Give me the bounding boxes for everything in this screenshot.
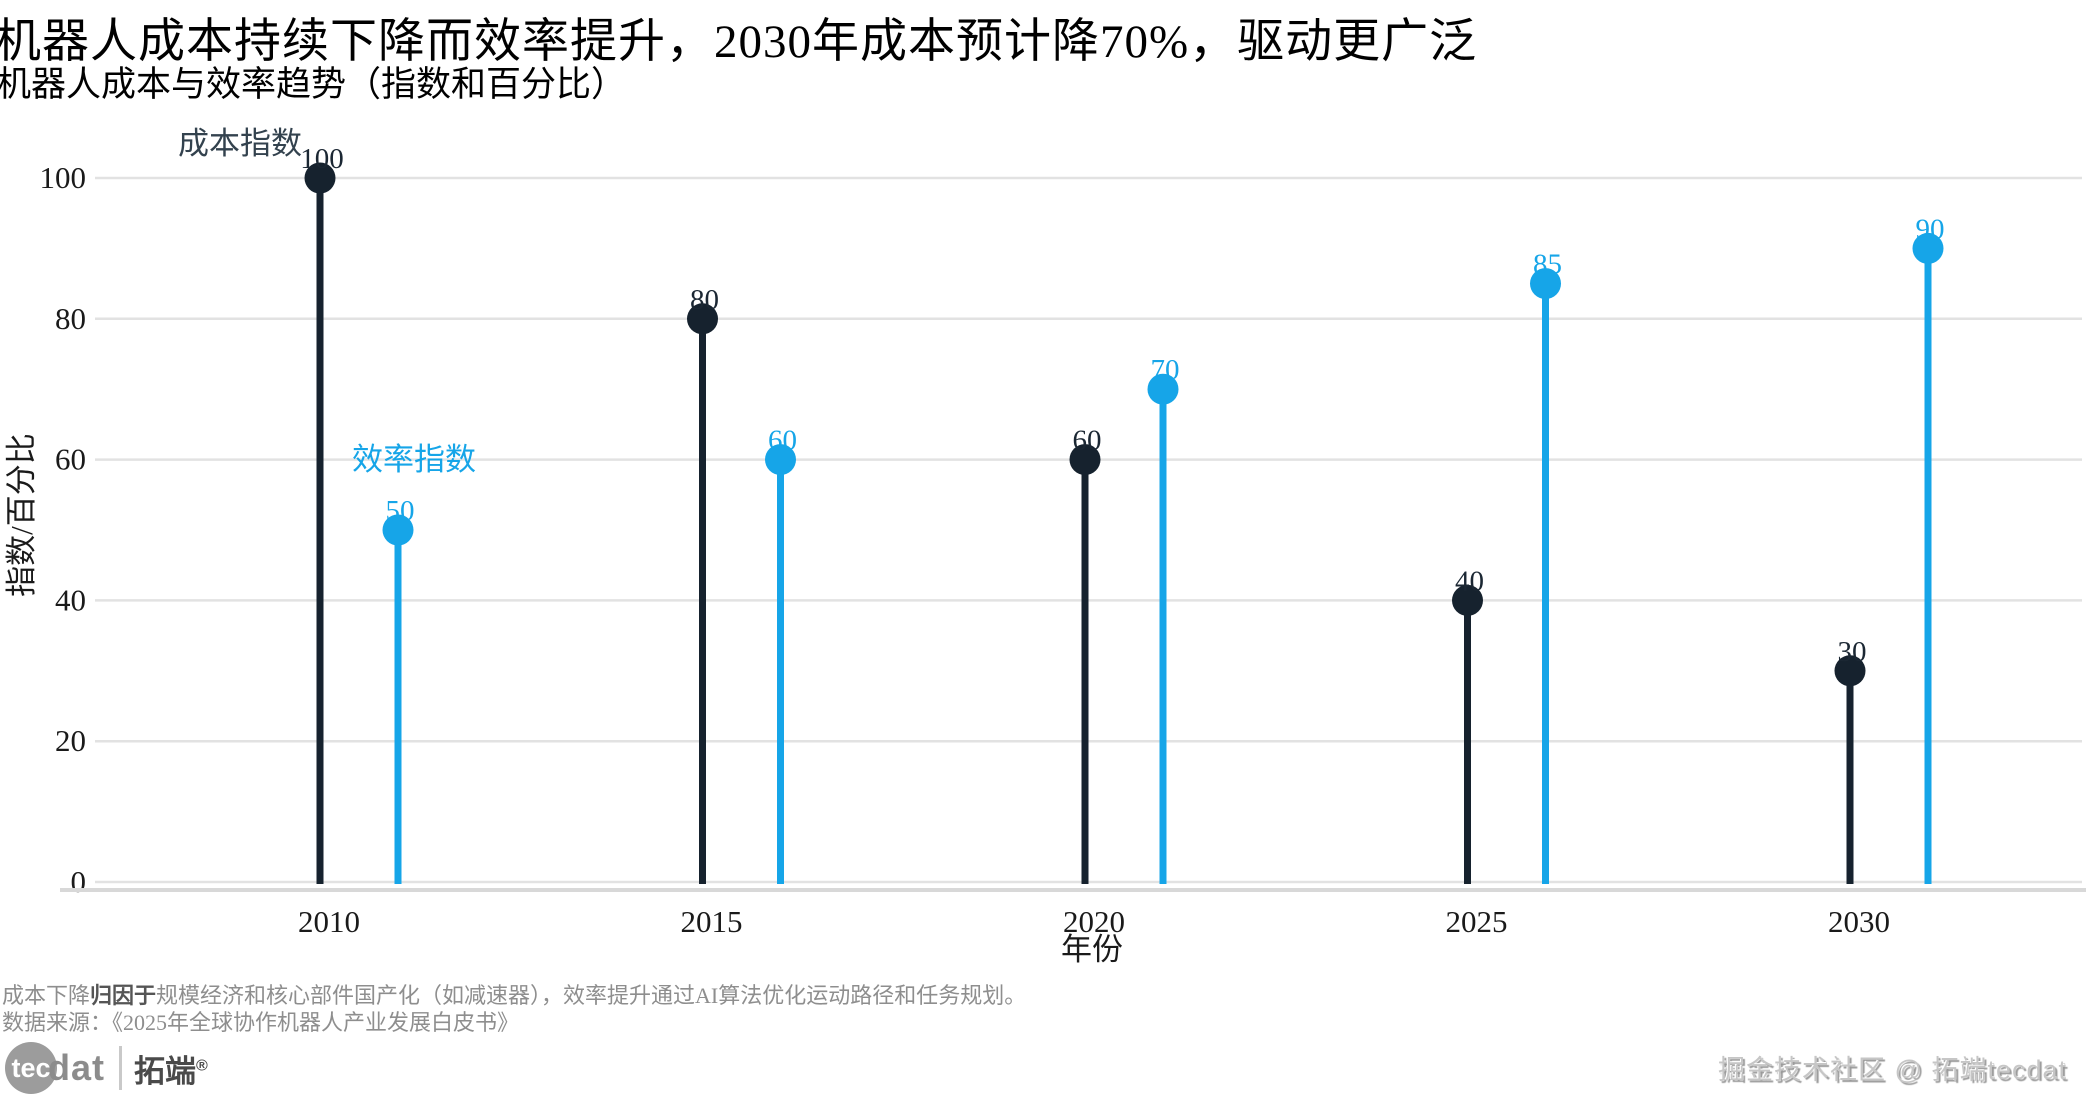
cost-value-label: 80 [690,284,719,316]
cost-dot [1069,444,1101,476]
y-tick-label: 20 [55,723,86,758]
data-source: 数据来源：《2025年全球协作机器人产业发展白皮书》 [2,1010,520,1035]
tecdat-logo-suffix: dat [48,1047,105,1088]
x-tick-label: 2025 [1446,904,1508,939]
efficiency-dot [1147,373,1179,405]
y-tick-label: 0 [71,864,87,899]
page-title: 机器人成本持续下降而效率提升，2030年成本预计降70%，驱动更广泛 [0,16,1478,68]
footnote-prefix: 成本下降 [2,983,91,1008]
efficiency-value-label: 50 [386,495,415,527]
y-tick-label: 100 [40,160,87,195]
efficiency-dot [1912,232,1944,264]
footnote: 成本下降归因于规模经济和核心部件国产化（如减速器），效率提升通过AI算法优化运动… [2,978,1026,1010]
chart-subtitle: 机器人成本与效率趋势（指数和百分比） [0,65,627,104]
x-tick-label: 2015 [681,904,743,939]
x-tick-label: 2030 [1828,904,1890,939]
cost-dot [687,303,718,335]
efficiency-value-label: 85 [1533,249,1562,281]
y-axis-title: 指数/百分比 [4,433,39,597]
efficiency-dot [382,514,414,546]
cost-series-annotation: 成本指数 [178,126,302,161]
tecdat-logo-circle-icon: tec [5,1042,57,1094]
cost-dot [1452,584,1483,616]
cost-value-label: 100 [300,143,344,175]
logo-divider [119,1046,122,1090]
cost-value-label: 30 [1838,636,1867,668]
footnote-emphasis: 归因于 [90,983,157,1008]
efficiency-dot [765,444,796,476]
tecdat-logo-brand: 拓端® [134,1046,208,1091]
x-tick-label: 2010 [298,904,360,939]
footnote-rest: 规模经济和核心部件国产化（如减速器），效率提升通过AI算法优化运动路径和任务规划… [156,983,1027,1008]
efficiency-value-label: 70 [1151,354,1180,386]
cost-value-label: 60 [1073,425,1102,457]
x-axis-title: 年份 [1061,932,1123,967]
registered-mark: ® [196,1057,208,1075]
y-tick-label: 60 [55,442,86,477]
tecdat-logo: tec dat 拓端® [5,1042,208,1094]
efficiency-value-label: 90 [1916,213,1945,245]
efficiency-dot [1530,268,1561,300]
watermark: 掘金技术社区 @ 拓端tecdat [1718,1055,2067,1085]
cost-value-label: 40 [1455,565,1484,597]
x-tick-label: 2020 [1063,904,1125,939]
efficiency-series-annotation: 效率指数 [352,442,476,477]
y-tick-label: 80 [55,301,86,336]
cost-dot [304,162,336,194]
y-tick-label: 40 [55,582,86,617]
brand-text: 拓端 [134,1053,196,1089]
efficiency-value-label: 60 [768,425,797,457]
cost-dot [1834,655,1866,687]
